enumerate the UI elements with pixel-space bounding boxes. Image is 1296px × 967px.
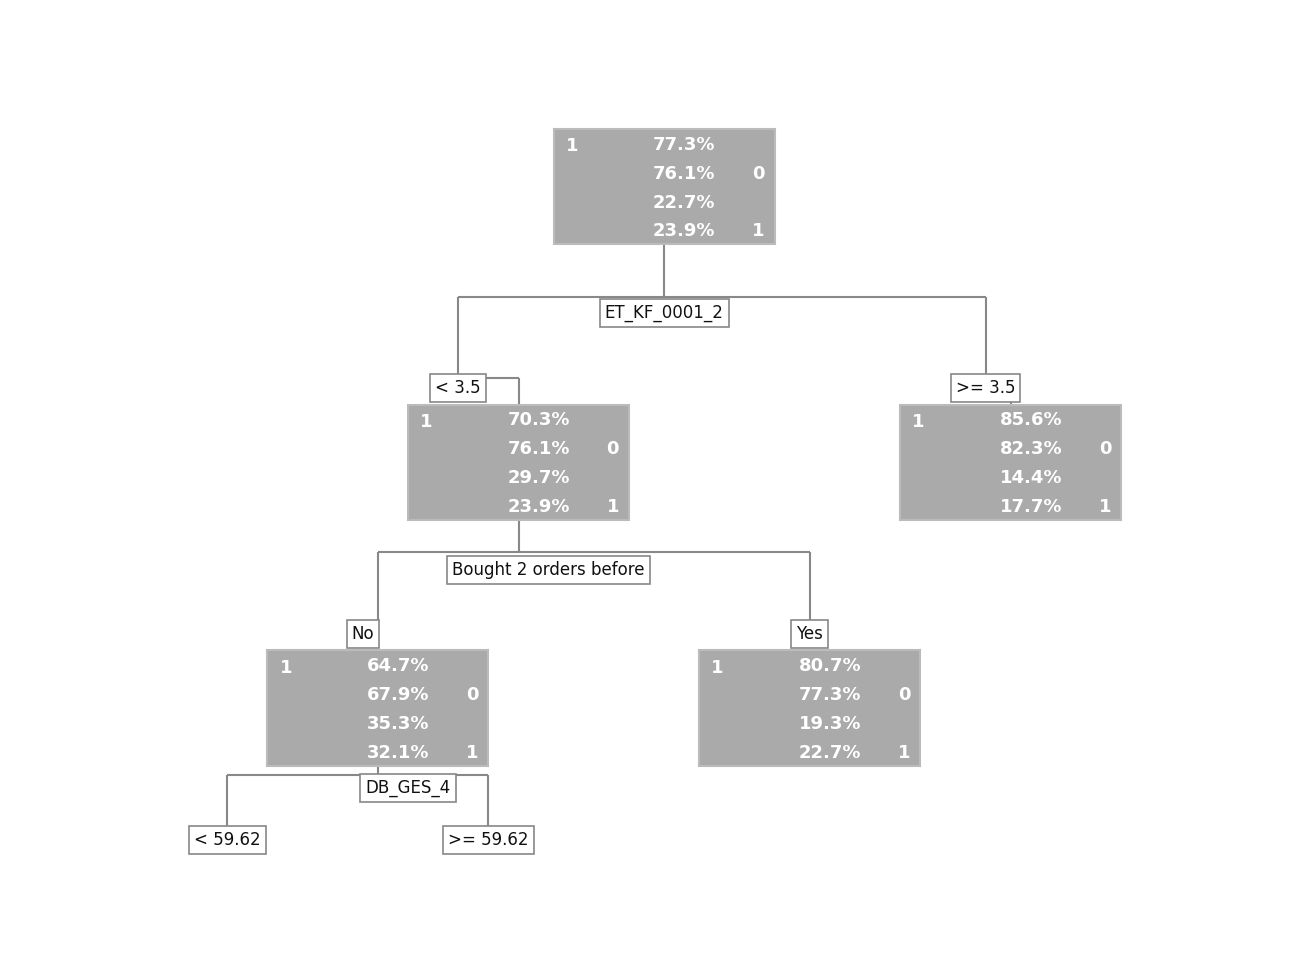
Text: 35.3%: 35.3%: [367, 715, 429, 733]
Text: 77.3%: 77.3%: [798, 686, 861, 704]
Text: 70.3%: 70.3%: [508, 411, 570, 429]
Text: 1: 1: [912, 413, 925, 431]
Text: 0: 0: [752, 164, 765, 183]
Text: >= 59.62: >= 59.62: [448, 831, 529, 849]
FancyBboxPatch shape: [408, 404, 629, 520]
Text: ET_KF_0001_2: ET_KF_0001_2: [605, 305, 723, 322]
Text: 80.7%: 80.7%: [798, 658, 862, 675]
Text: 19.3%: 19.3%: [798, 715, 861, 733]
Text: 1: 1: [420, 413, 433, 431]
Text: 77.3%: 77.3%: [653, 136, 715, 154]
Text: No: No: [351, 625, 375, 642]
Text: 29.7%: 29.7%: [508, 469, 570, 487]
Text: 76.1%: 76.1%: [653, 164, 715, 183]
Text: 1: 1: [898, 744, 910, 762]
FancyBboxPatch shape: [553, 129, 775, 245]
Text: 23.9%: 23.9%: [508, 498, 570, 516]
Text: Yes: Yes: [797, 625, 823, 642]
Text: 1: 1: [465, 744, 478, 762]
FancyBboxPatch shape: [901, 404, 1121, 520]
Text: 85.6%: 85.6%: [999, 411, 1063, 429]
Text: 1: 1: [280, 659, 292, 677]
Text: 1: 1: [712, 659, 724, 677]
Text: 76.1%: 76.1%: [508, 440, 570, 458]
Text: DB_GES_4: DB_GES_4: [365, 778, 451, 797]
Text: 67.9%: 67.9%: [367, 686, 429, 704]
Text: >= 3.5: >= 3.5: [956, 379, 1015, 396]
Text: 0: 0: [607, 440, 619, 458]
Text: 0: 0: [465, 686, 478, 704]
FancyBboxPatch shape: [267, 650, 489, 766]
Text: 22.7%: 22.7%: [653, 193, 715, 212]
Text: Bought 2 orders before: Bought 2 orders before: [452, 561, 645, 579]
Text: 1: 1: [566, 137, 578, 156]
Text: 0: 0: [898, 686, 910, 704]
Text: 82.3%: 82.3%: [999, 440, 1063, 458]
Text: 1: 1: [607, 498, 619, 516]
Text: 64.7%: 64.7%: [367, 658, 429, 675]
Text: 22.7%: 22.7%: [798, 744, 861, 762]
Text: 0: 0: [1099, 440, 1111, 458]
Text: 32.1%: 32.1%: [367, 744, 429, 762]
Text: 14.4%: 14.4%: [999, 469, 1061, 487]
Text: < 3.5: < 3.5: [435, 379, 481, 396]
Text: 23.9%: 23.9%: [653, 222, 715, 241]
Text: 1: 1: [1099, 498, 1111, 516]
Text: < 59.62: < 59.62: [194, 831, 260, 849]
Text: 1: 1: [752, 222, 765, 241]
FancyBboxPatch shape: [700, 650, 920, 766]
Text: 17.7%: 17.7%: [999, 498, 1061, 516]
